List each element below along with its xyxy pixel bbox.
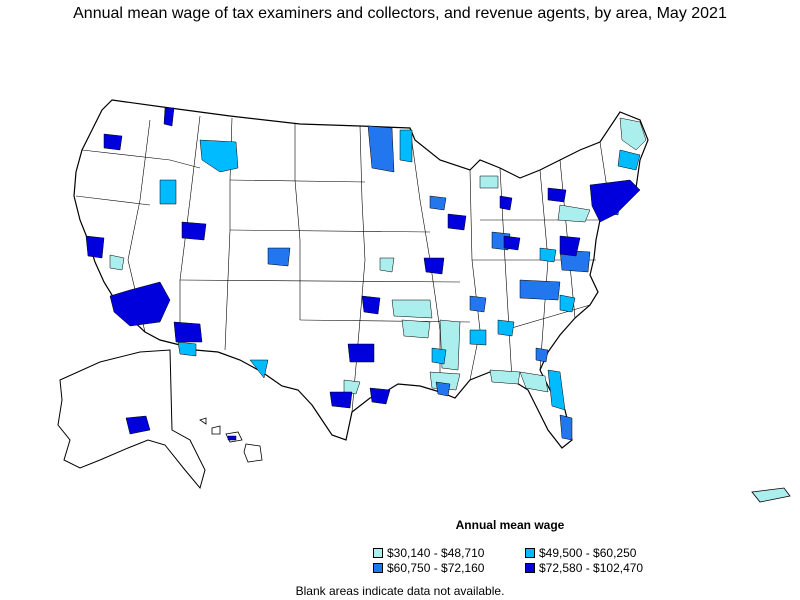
- metro-areas: [85, 107, 647, 441]
- legend-label: $30,140 - $48,710: [387, 546, 485, 560]
- legend-swatch: [525, 563, 535, 573]
- us-wage-map: [0, 40, 800, 510]
- legend-label: $60,750 - $72,160: [387, 561, 485, 575]
- alaska-metro: [125, 415, 151, 435]
- legend-label: $72,580 - $102,470: [539, 561, 644, 575]
- legend-label: $49,500 - $60,250: [539, 546, 637, 560]
- legend-swatch: [373, 548, 383, 558]
- map-title: Annual mean wage of tax examiners and co…: [73, 5, 727, 22]
- legend-title: Annual mean wage: [455, 518, 565, 532]
- hawaii-metro: [227, 435, 237, 441]
- legend-swatch: [373, 563, 383, 573]
- footnote: Blank areas indicate data not available.: [295, 584, 505, 598]
- legend-swatch: [525, 548, 535, 558]
- legend: Annual mean wage $30,140 - $48,710 $49,5…: [360, 518, 660, 578]
- puerto-rico: [751, 487, 791, 503]
- us-mainland: [73, 99, 649, 449]
